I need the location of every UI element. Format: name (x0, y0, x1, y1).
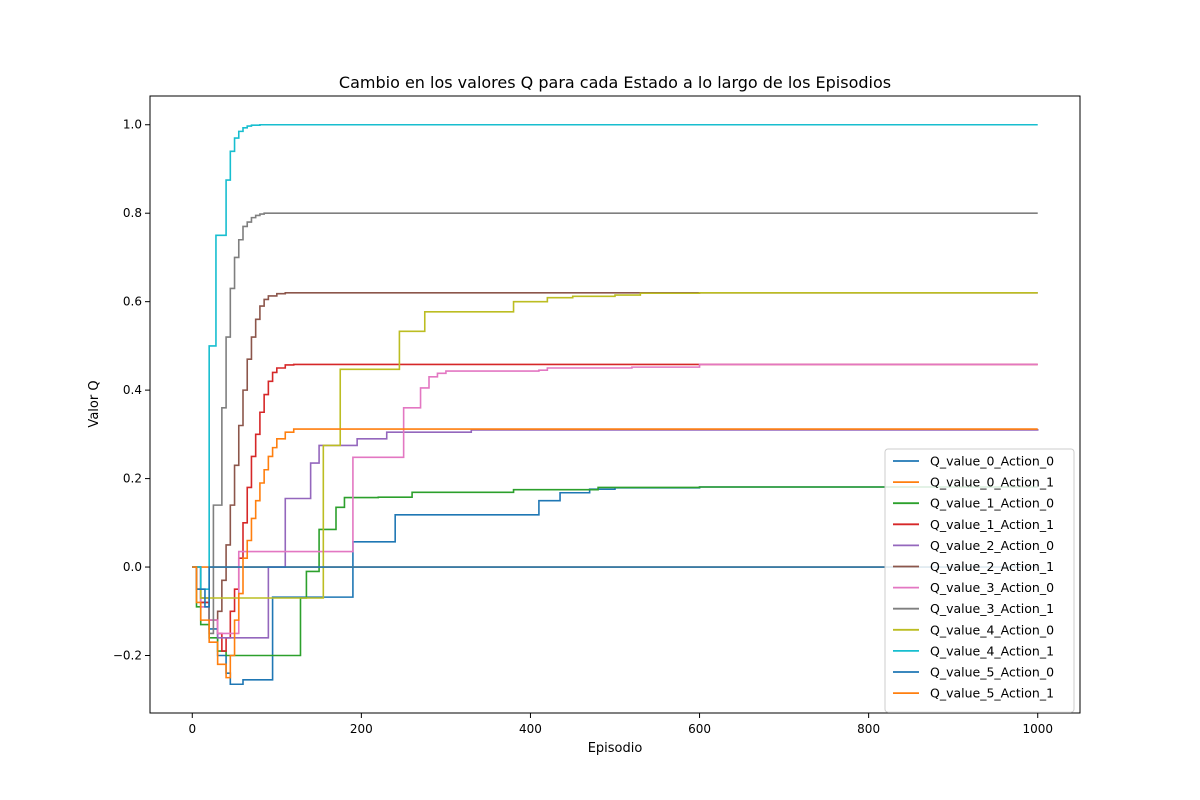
y-tick-label: 0.8 (123, 206, 142, 220)
legend-label: Q_value_1_Action_1 (930, 517, 1054, 532)
series-line-q-value-4-action-1 (192, 123, 1038, 590)
legend-label: Q_value_4_Action_1 (930, 643, 1054, 658)
legend-label: Q_value_2_Action_1 (930, 559, 1054, 574)
series-line-q-value-4-action-0 (192, 292, 1038, 599)
legend-label: Q_value_5_Action_1 (930, 686, 1054, 701)
legend-label: Q_value_0_Action_1 (930, 475, 1054, 490)
series-line-q-value-2-action-1 (192, 292, 1038, 621)
series-line-q-value-3-action-1 (192, 212, 1038, 635)
legend-label: Q_value_5_Action_0 (930, 665, 1054, 680)
y-tick-label: 0.0 (123, 560, 142, 574)
legend-box (884, 448, 1075, 713)
x-tick-label: 0 (188, 722, 196, 736)
x-axis-title: Episodio (588, 741, 643, 756)
y-tick-label: 0.2 (123, 472, 142, 486)
legend-label: Q_value_2_Action_0 (930, 538, 1054, 553)
plot-area (192, 123, 1039, 686)
chart-title: Cambio en los valores Q para cada Estado… (339, 73, 891, 92)
y-axis-title: Valor Q (87, 380, 102, 427)
legend-label: Q_value_3_Action_0 (930, 580, 1054, 595)
x-tick-label: 200 (350, 722, 373, 736)
x-axis: 0 200 400 600 800 1000 (188, 713, 1053, 736)
y-tick-label: −0.2 (113, 649, 142, 663)
axes-frame (149, 95, 1081, 714)
legend-label: Q_value_1_Action_0 (930, 496, 1054, 511)
legend-label: Q_value_3_Action_1 (930, 601, 1054, 616)
x-tick-label: 400 (519, 722, 542, 736)
legend-label: Q_value_0_Action_0 (930, 454, 1054, 469)
legend: Q_value_0_Action_0 Q_value_0_Action_1 Q_va… (884, 448, 1075, 713)
y-tick-label: 1.0 (123, 118, 142, 132)
y-tick-label: 0.6 (123, 295, 142, 309)
x-tick-label: 600 (688, 722, 711, 736)
y-axis: −0.2 0.0 0.2 0.4 0.6 0.8 1.0 (113, 118, 150, 663)
y-tick-label: 0.4 (123, 383, 142, 397)
legend-label: Q_value_4_Action_0 (930, 622, 1054, 637)
x-tick-label: 1000 (1022, 722, 1053, 736)
series-line-q-value-3-action-0 (192, 363, 1038, 635)
x-tick-label: 800 (857, 722, 880, 736)
series-line-q-value-5-action-1 (192, 428, 1038, 679)
